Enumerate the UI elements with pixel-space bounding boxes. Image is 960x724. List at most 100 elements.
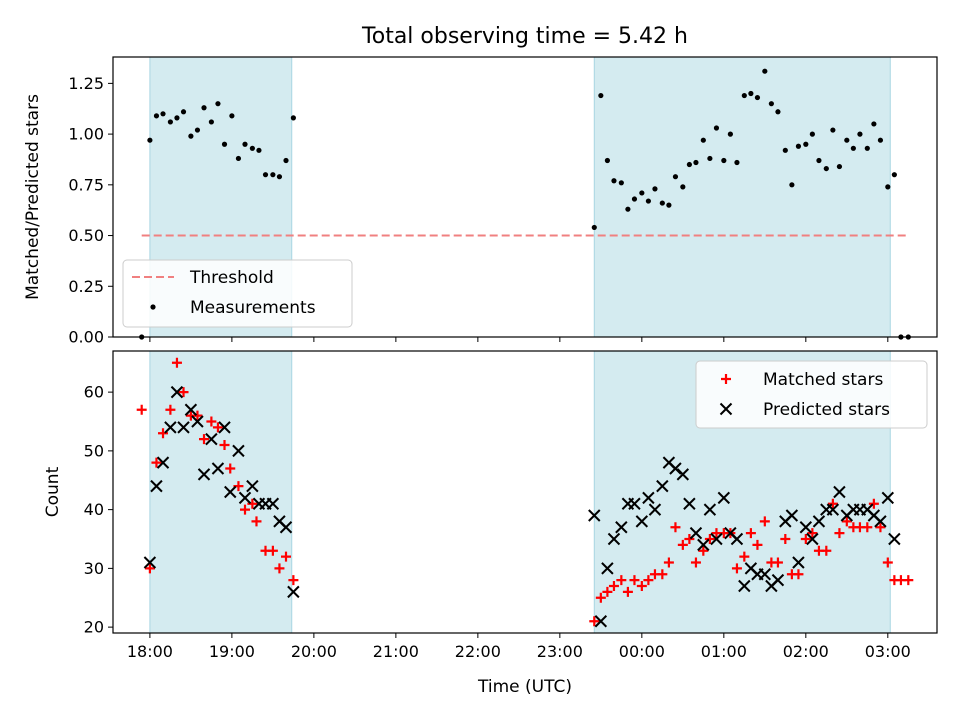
measurement-point [631,196,638,202]
predicted-star-point [150,479,163,493]
predicted-star-point [799,521,813,534]
predicted-star-point [197,468,211,481]
matched-star-point [643,575,654,586]
predicted-star-point [738,579,751,593]
matched-star-point [192,410,203,421]
predicted-star-point [279,521,293,534]
measurement-point [153,113,160,119]
measurement-point [591,224,597,231]
matched-star-point [251,516,262,527]
y-tick-label: 1.25 [68,74,104,93]
matched-star-point [247,498,258,509]
measurement-point [160,111,166,117]
matched-star-point [807,528,818,539]
measurement-point [618,180,624,186]
legend-predicted-label: Predicted stars [763,400,890,420]
y-tick-label: 0.75 [68,175,104,194]
predicted-star-point [697,538,710,552]
matched-star-point [690,557,701,568]
x-tick-label: 00:00 [619,642,665,661]
matched-star-point [151,457,162,468]
legend-matched-label: Matched stars [763,370,883,390]
measurement-point [871,121,877,127]
measurement-point [891,172,897,178]
measurement-point [174,115,180,121]
measurement-point [652,186,658,192]
predicted-star-point [164,421,177,434]
predicted-star-point [177,421,190,434]
matched-star-point [144,563,155,574]
matched-star-point [274,563,285,574]
y-tick-label: 50 [84,441,104,460]
matched-star-point [622,586,633,597]
matched-star-point [158,428,169,439]
x-tick-label: 19:00 [209,642,255,661]
matched-star-point [219,440,230,450]
measurement-point [686,161,692,168]
predicted-star-point [238,491,252,505]
predicted-star-point [601,562,614,575]
panel-1: 20 30 40 50 60 18:00 19:00 20:00 21:00 22:00 23:00… [84,350,938,661]
predicted-star-point [806,532,819,546]
measurement-point [816,157,822,164]
predicted-star-point [211,462,225,475]
measurement-point [700,137,706,143]
legend-top: Threshold Measurements [122,259,353,328]
observing-window-1 [594,57,891,337]
x-tick-label: 03:00 [865,642,911,661]
measurement-point [707,155,713,162]
matched-star-point [178,387,189,398]
measurement-point [713,125,720,131]
measurement-point [721,157,727,164]
matched-star-point [206,416,217,427]
predicted-star-point [635,515,649,528]
matched-star-point [731,563,742,574]
predicted-star-point [833,485,846,499]
predicted-star-point [812,515,826,528]
y-tick-label: 40 [84,500,104,519]
predicted-star-point [648,503,662,516]
measurement-point [741,92,747,99]
measurement-point [844,137,850,143]
predicted-star-point [888,532,901,546]
measurement-point [836,163,843,170]
matched-star-point [752,539,763,550]
measurement-point [864,145,870,151]
y-tick-label: 0.50 [68,226,104,245]
matched-star-point [629,575,640,586]
matched-star-point [821,545,832,556]
predicted-star-point [205,432,218,446]
y-axis-label-bottom: Count [43,466,63,517]
measurement-point [762,68,768,74]
matched-star-point [882,557,893,568]
measurement-point [270,172,276,178]
matched-star-point [288,575,299,586]
predicted-star-point [588,509,601,522]
measurement-point [221,141,228,147]
measurement-point [235,155,242,162]
x-tick-label: 01:00 [701,642,747,661]
matched-star-point [677,539,688,550]
measurement-point [249,145,255,151]
matched-star-point [772,557,783,568]
matched-star-point [171,357,182,368]
markers-0 [139,68,911,340]
y-tick-label: 30 [84,559,104,578]
measurement-point [768,101,774,107]
panel-0: 0.00 0.25 0.50 0.75 1.00 1.25 Threshold Measure… [68,56,938,347]
matched-star-point [684,534,695,544]
legend-matched-swatch [721,374,731,384]
measurement-point [262,172,269,178]
x-tick-label: 20:00 [291,642,337,661]
measurement-point [672,174,679,180]
matched-star-point [875,522,886,533]
measurement-point [201,105,207,111]
legend-box [122,259,353,328]
y-tick-label: 60 [84,383,104,402]
x-tick-label: 02:00 [783,642,829,661]
predicted-star-point [771,573,785,587]
matched-star-point [595,592,606,603]
x-tick-label: 22:00 [455,642,501,661]
matched-star-point [663,557,674,568]
matched-star-point [868,498,879,509]
